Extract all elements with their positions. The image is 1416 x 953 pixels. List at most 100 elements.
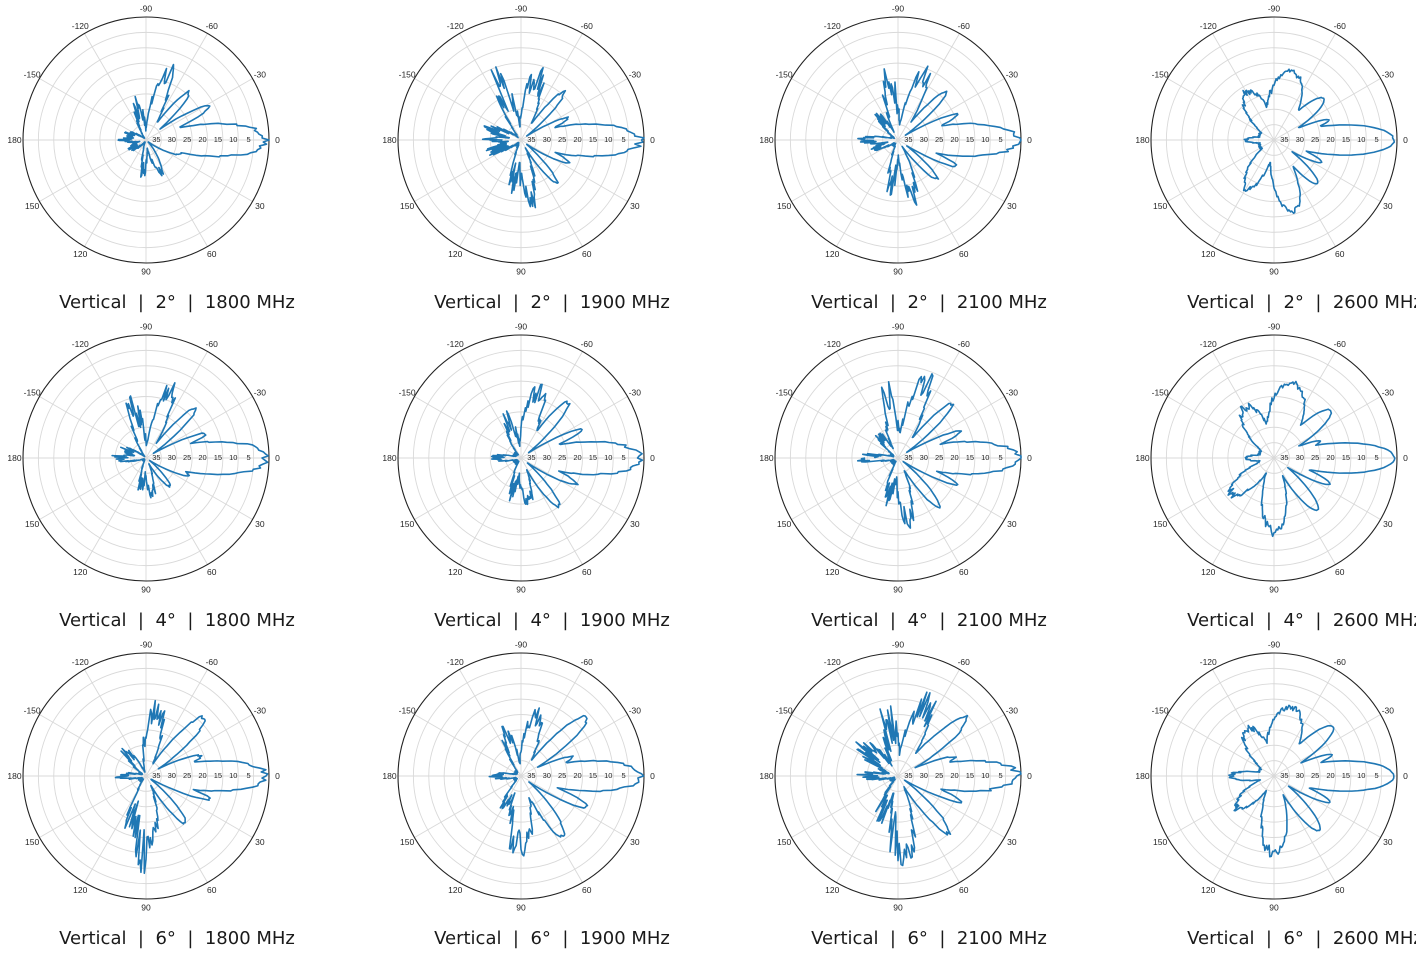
- radiation-pattern-trace: [857, 65, 1022, 206]
- polar-plot-svg: 0 -30 -60 -90 -120 -150 180 150 120 90 60 30 5 10 15 20…: [382, 322, 655, 595]
- angular-grid-line: [39, 78, 147, 141]
- angle-tick-label: -120: [1200, 657, 1217, 667]
- angular-grid-line: [520, 457, 628, 520]
- radial-tick-label: 20: [573, 771, 581, 780]
- radial-tick-label: 5: [247, 135, 251, 144]
- polar-plot: 0 -30 -60 -90 -120 -150 180 150 120 90 60 30 5 10 15 20…: [0, 636, 354, 953]
- radial-tick-label: 35: [904, 453, 912, 462]
- angle-tick-label: -150: [24, 69, 41, 79]
- radial-tick-label: 30: [1296, 771, 1304, 780]
- polar-plot: 0 -30 -60 -90 -120 -150 180 150 120 90 60 30 5 10 15 20…: [375, 0, 729, 317]
- angle-tick-label: 0: [650, 453, 655, 463]
- angle-tick-label: 60: [207, 567, 217, 577]
- radial-tick-label: 10: [229, 771, 237, 780]
- radial-tick-label: 35: [527, 771, 535, 780]
- angular-grid-line: [414, 457, 522, 520]
- radial-tick-label: 5: [999, 135, 1003, 144]
- radial-tick-label: 20: [198, 135, 206, 144]
- angle-tick-label: 30: [255, 837, 265, 847]
- radial-tick-label: 20: [1326, 453, 1334, 462]
- radial-tick-label: 5: [1375, 771, 1379, 780]
- angle-tick-label: 150: [1153, 519, 1167, 529]
- angle-tick-label: -90: [892, 640, 905, 650]
- radiation-pattern-trace: [490, 383, 644, 509]
- radial-tick-label: 30: [1296, 135, 1304, 144]
- radial-tick-label: 30: [543, 453, 551, 462]
- angle-tick-label: -150: [1152, 705, 1169, 715]
- radial-tick-label: 35: [152, 453, 160, 462]
- radial-tick-label: 5: [999, 771, 1003, 780]
- angle-tick-label: 180: [1135, 453, 1149, 463]
- angular-grid-line: [1212, 139, 1275, 247]
- angular-grid-line: [459, 775, 522, 883]
- angular-grid-line: [520, 396, 628, 459]
- angular-grid-line: [1273, 775, 1381, 838]
- radial-tick-label: 30: [1296, 453, 1304, 462]
- chart-caption: Vertical | 2° | 2600 MHz: [1187, 292, 1416, 313]
- angle-tick-label: -120: [447, 339, 464, 349]
- angle-tick-label: -30: [254, 69, 267, 79]
- angle-tick-label: -90: [515, 4, 528, 14]
- angle-tick-label: 120: [73, 567, 87, 577]
- angle-tick-label: 30: [255, 201, 265, 211]
- angle-tick-label: 150: [1153, 201, 1167, 211]
- polar-plot: 0 -30 -60 -90 -120 -150 180 150 120 90 60 30 5 10 15 20…: [752, 636, 1106, 953]
- radial-tick-label: 10: [981, 135, 989, 144]
- radial-tick-label: 20: [950, 771, 958, 780]
- radial-tick-label: 30: [543, 135, 551, 144]
- chart-caption: Vertical | 4° | 1800 MHz: [59, 610, 295, 631]
- radial-tick-label: 30: [168, 771, 176, 780]
- angle-tick-label: -150: [776, 705, 793, 715]
- angle-tick-label: 30: [1007, 837, 1017, 847]
- angle-tick-label: -60: [206, 339, 219, 349]
- angular-grid-line: [84, 457, 147, 565]
- angle-tick-label: 120: [825, 885, 839, 895]
- angle-tick-label: 180: [759, 771, 773, 781]
- angle-tick-label: 90: [1269, 585, 1279, 595]
- angular-grid-line: [1273, 78, 1381, 141]
- radial-tick-label: 35: [527, 453, 535, 462]
- angle-tick-label: 120: [448, 567, 462, 577]
- angle-tick-label: 180: [7, 453, 21, 463]
- angle-tick-label: -30: [1382, 387, 1395, 397]
- angular-grid-line: [39, 714, 147, 777]
- radial-tick-label: 35: [1280, 771, 1288, 780]
- angular-grid-line: [1273, 396, 1381, 459]
- angle-tick-label: 30: [630, 837, 640, 847]
- angular-grid-line: [1273, 714, 1381, 777]
- angle-tick-label: -90: [140, 4, 153, 14]
- angular-grid-line: [145, 78, 253, 141]
- angle-tick-label: -90: [1268, 640, 1281, 650]
- radial-tick-label: 10: [981, 453, 989, 462]
- angle-tick-label: 180: [7, 135, 21, 145]
- radial-tick-label: 15: [214, 771, 222, 780]
- polar-frame: [22, 652, 270, 900]
- chart-caption: Vertical | 6° | 1900 MHz: [434, 928, 670, 949]
- radial-tick-label: 25: [183, 135, 191, 144]
- angle-tick-label: -120: [72, 657, 89, 667]
- radial-tick-label: 15: [589, 135, 597, 144]
- angle-tick-label: -150: [399, 387, 416, 397]
- polar-frame: [1150, 16, 1398, 264]
- radial-tick-label: 25: [935, 135, 943, 144]
- polar-frame: [774, 652, 1022, 900]
- polar-plot-svg: 0 -30 -60 -90 -120 -150 180 150 120 90 60 30 5 10 15 20…: [7, 322, 280, 595]
- radial-tick-label: 15: [1342, 771, 1350, 780]
- angular-grid-line: [1167, 78, 1275, 141]
- angle-tick-label: -90: [140, 322, 153, 332]
- angle-tick-label: -30: [1006, 69, 1019, 79]
- angle-tick-label: 150: [777, 201, 791, 211]
- radiation-pattern-trace: [117, 63, 270, 178]
- angle-tick-label: 150: [25, 837, 39, 847]
- radial-tick-label: 15: [966, 135, 974, 144]
- radial-tick-label: 25: [183, 771, 191, 780]
- angle-tick-label: 60: [1335, 249, 1345, 259]
- polar-plot: 0 -30 -60 -90 -120 -150 180 150 120 90 60 30 5 10 15 20…: [1128, 0, 1416, 317]
- angle-tick-label: 180: [1135, 771, 1149, 781]
- angle-tick-label: 0: [1027, 135, 1032, 145]
- angle-tick-label: -150: [399, 705, 416, 715]
- radial-tick-label: 20: [573, 453, 581, 462]
- chart-caption: Vertical | 6° | 2100 MHz: [811, 928, 1047, 949]
- angle-tick-label: -30: [1006, 705, 1019, 715]
- angle-tick-label: 180: [1135, 135, 1149, 145]
